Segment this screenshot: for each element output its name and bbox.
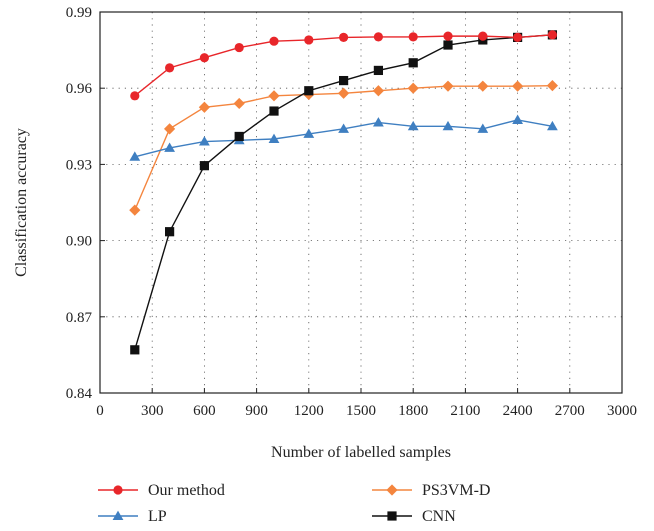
data-point-ps3vm-d [372,85,384,97]
data-point-ps3vm-d [198,101,210,113]
data-point-our-method [234,42,244,53]
series-line-ps3vm-d [134,84,553,211]
data-point-ps3vm-d [164,123,176,135]
legend-item-cnn: CNN [372,508,456,525]
data-point-our-method [199,53,209,63]
data-point-lp [164,142,175,152]
data-point-our-method [443,31,453,41]
data-point-lp [512,114,523,124]
series-lp [129,114,558,161]
x-tick-label: 1200 [294,403,324,419]
data-point-lp [442,120,454,131]
plot-frame [99,11,623,394]
data-point-our-method [373,32,383,42]
x-tick-label: 2700 [555,403,585,419]
data-point-ps3vm-d [129,204,141,216]
data-point-our-method [408,32,418,42]
x-tick-label: 1500 [346,403,376,419]
data-point-our-method [513,32,523,43]
legend-marker [386,484,398,496]
x-tick-label: 1800 [398,403,428,419]
legend-marker [112,510,124,520]
grid-lines [100,12,622,393]
y-tick-label: 0.96 [66,81,93,97]
series-ps3vm-d [129,80,558,216]
data-point-ps3vm-d [546,80,558,92]
data-point-ps3vm-d [477,80,489,92]
data-point-ps3vm-d [268,90,280,102]
y-tick-label: 0.93 [66,157,92,173]
data-point-lp [129,151,141,161]
data-point-ps3vm-d [512,80,524,92]
data-point-lp [268,133,280,143]
x-axis-title: Number of labelled samples [271,444,451,461]
data-point-lp [547,120,558,131]
data-point-cnn [373,65,383,76]
x-tick-label: 0 [96,403,104,419]
data-point-cnn [165,227,175,237]
data-point-cnn [130,345,140,355]
data-point-cnn [339,75,349,86]
data-point-our-method [547,30,558,40]
x-tick-label: 3000 [607,403,637,419]
data-point-cnn [408,58,418,68]
x-axis-ticks: 0 300 600 900 1200 1500 1800 2100 2400 2700 3000 [96,388,637,419]
x-tick-label: 2400 [503,403,533,419]
legend-item-our-method: Our method [98,482,225,499]
legend-label: CNN [422,508,456,525]
y-tick-label: 0.90 [66,234,92,250]
data-point-lp [303,128,315,138]
legend-item-lp: LP [98,508,167,525]
data-point-our-method [304,35,314,45]
y-tick-label: 0.84 [66,386,93,402]
data-point-our-method [130,91,140,101]
legend-label: PS3VM-D [422,482,490,499]
legend-label: Our method [148,482,225,499]
data-point-lp [373,117,384,127]
y-tick-label: 0.99 [66,5,92,21]
x-tick-label: 300 [141,403,164,419]
y-axis-ticks: 0.84 0.87 0.90 0.93 0.96 0.99 [66,5,105,402]
data-point-ps3vm-d [233,97,245,110]
series-cnn [130,30,557,355]
y-tick-label: 0.87 [66,310,93,326]
data-point-lp [407,120,419,131]
data-point-cnn [269,106,279,116]
legend-label: LP [148,508,167,525]
data-point-ps3vm-d [338,87,350,99]
data-point-our-method [478,31,488,41]
y-axis-title: Classification accuracy [13,128,30,277]
data-point-cnn [304,86,314,96]
series-our-method [130,30,558,101]
data-point-cnn [199,161,209,171]
data-point-our-method [165,63,175,73]
data-point-lp [477,123,489,133]
data-point-our-method [269,36,279,46]
data-point-lp [199,136,210,146]
data-point-lp [338,123,349,133]
data-point-ps3vm-d [442,80,454,92]
data-point-cnn [234,131,244,142]
legend-marker [113,485,123,495]
x-tick-label: 2100 [450,403,480,419]
data-point-ps3vm-d [407,82,419,94]
data-point-our-method [339,32,349,43]
legend: Our method PS3VM-D LP CNN [98,482,490,525]
data-point-cnn [443,40,453,50]
legend-item-ps3vm-d: PS3VM-D [372,482,490,499]
series-layer [129,30,558,355]
legend-marker [387,511,397,521]
x-tick-label: 600 [193,403,216,419]
x-tick-label: 900 [245,403,268,419]
